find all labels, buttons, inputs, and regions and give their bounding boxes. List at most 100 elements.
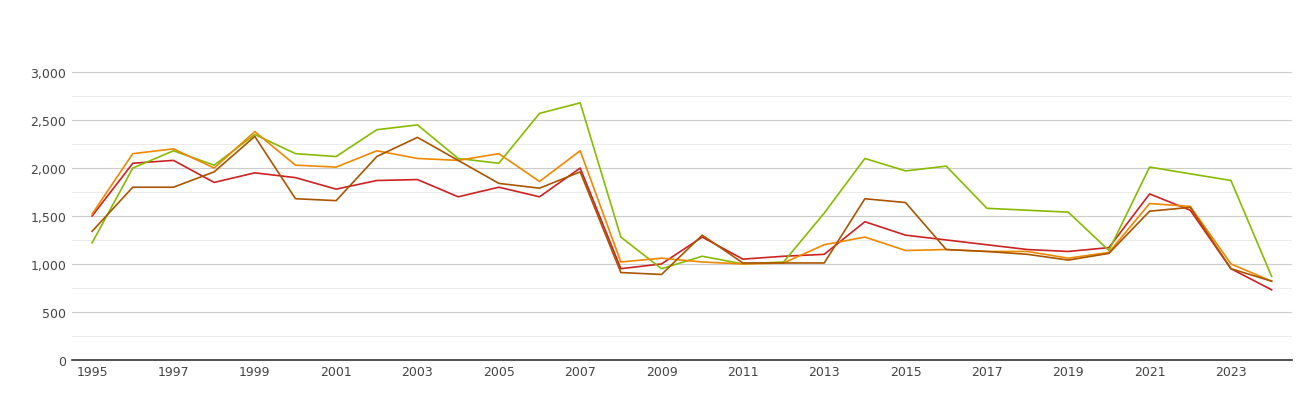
Semi-Detached <box>369 149 385 154</box>
Flat <box>1019 208 1035 213</box>
Flat <box>125 166 141 171</box>
Flat <box>450 157 466 162</box>
Detached <box>491 185 506 190</box>
Detached <box>1223 267 1238 272</box>
Semi-Detached <box>898 248 913 253</box>
Detached <box>125 162 141 166</box>
Terraced <box>85 229 100 234</box>
Flat <box>1182 172 1198 177</box>
Terraced <box>1182 205 1198 210</box>
Detached <box>775 254 791 259</box>
Flat <box>166 149 181 154</box>
Semi-Detached <box>817 243 833 247</box>
Terraced <box>694 233 710 238</box>
Detached <box>1019 247 1035 252</box>
Semi-Detached <box>775 261 791 266</box>
Terraced <box>654 272 669 277</box>
Flat <box>1263 274 1279 279</box>
Semi-Detached <box>938 247 954 252</box>
Detached <box>450 195 466 200</box>
Semi-Detached <box>1263 279 1279 284</box>
Flat <box>247 133 262 137</box>
Terraced <box>857 197 873 202</box>
Flat <box>369 128 385 133</box>
Detached <box>166 159 181 164</box>
Terraced <box>1142 209 1158 214</box>
Terraced <box>450 159 466 164</box>
Terraced <box>817 261 833 266</box>
Detached <box>1061 249 1077 254</box>
Flat <box>817 211 833 216</box>
Terraced <box>531 186 547 191</box>
Semi-Detached <box>450 159 466 164</box>
Flat <box>1061 210 1077 215</box>
Terraced <box>166 185 181 190</box>
Semi-Detached <box>410 157 425 162</box>
Flat <box>694 254 710 259</box>
Flat <box>287 152 303 157</box>
Semi-Detached <box>1142 202 1158 207</box>
Terraced <box>735 261 750 266</box>
Detached <box>247 171 262 176</box>
Semi-Detached <box>1223 262 1238 267</box>
Flat <box>654 267 669 272</box>
Terraced <box>206 170 222 175</box>
Terraced <box>938 247 954 252</box>
Detached <box>206 180 222 185</box>
Semi-Detached <box>491 152 506 157</box>
Detached <box>329 187 345 192</box>
Terraced <box>410 135 425 140</box>
Terraced <box>125 185 141 190</box>
Semi-Detached <box>857 235 873 240</box>
Terraced <box>287 197 303 202</box>
Semi-Detached <box>1101 250 1117 255</box>
Flat <box>85 241 100 246</box>
Semi-Detached <box>247 130 262 135</box>
Detached <box>857 220 873 225</box>
Flat <box>898 169 913 174</box>
Flat <box>491 162 506 166</box>
Terraced <box>247 135 262 139</box>
Flat <box>775 260 791 265</box>
Semi-Detached <box>735 262 750 267</box>
Terraced <box>898 200 913 205</box>
Detached <box>410 178 425 182</box>
Terraced <box>1101 251 1117 256</box>
Flat <box>1223 179 1238 184</box>
Line: Semi-Detached: Semi-Detached <box>93 132 1271 281</box>
Detached <box>817 252 833 257</box>
Detached <box>1142 192 1158 197</box>
Semi-Detached <box>85 212 100 217</box>
Terraced <box>329 199 345 204</box>
Terraced <box>979 249 994 254</box>
Semi-Detached <box>654 256 669 261</box>
Detached <box>979 243 994 247</box>
Semi-Detached <box>206 166 222 171</box>
Detached <box>938 238 954 243</box>
Line: Terraced: Terraced <box>93 137 1271 281</box>
Terraced <box>1019 252 1035 257</box>
Semi-Detached <box>979 249 994 254</box>
Semi-Detached <box>287 163 303 168</box>
Semi-Detached <box>573 149 589 154</box>
Flat <box>531 112 547 117</box>
Flat <box>735 262 750 267</box>
Terraced <box>573 170 589 175</box>
Detached <box>1182 208 1198 213</box>
Terraced <box>775 261 791 266</box>
Semi-Detached <box>125 152 141 157</box>
Semi-Detached <box>329 165 345 170</box>
Flat <box>613 235 629 240</box>
Flat <box>573 101 589 106</box>
Terraced <box>613 270 629 275</box>
Detached <box>613 267 629 272</box>
Detached <box>654 262 669 267</box>
Detached <box>1263 288 1279 292</box>
Terraced <box>369 155 385 160</box>
Line: Flat: Flat <box>93 103 1271 277</box>
Semi-Detached <box>531 180 547 184</box>
Flat <box>1142 165 1158 170</box>
Terraced <box>491 182 506 187</box>
Flat <box>410 123 425 128</box>
Detached <box>531 195 547 200</box>
